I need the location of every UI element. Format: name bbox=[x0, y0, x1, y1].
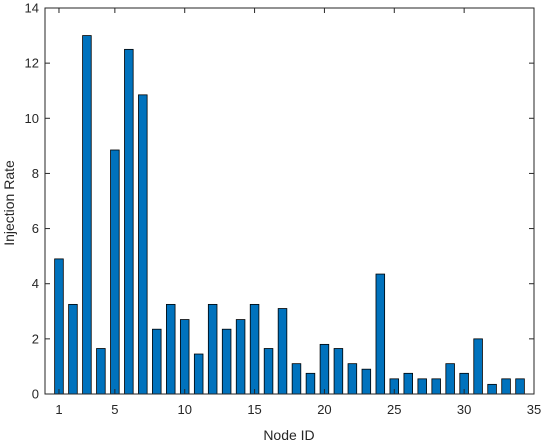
bar-node-34 bbox=[515, 378, 525, 395]
y-tick-label: 14 bbox=[25, 1, 39, 16]
plot-frame bbox=[44, 7, 535, 395]
bar-node-24 bbox=[375, 273, 386, 395]
bar-node-15 bbox=[249, 303, 260, 395]
bar-node-1 bbox=[54, 258, 64, 395]
bar-node-7 bbox=[138, 94, 148, 395]
bar-node-17 bbox=[277, 308, 288, 395]
x-tick-label: 35 bbox=[527, 402, 541, 417]
bar-node-8 bbox=[152, 328, 162, 395]
bar-node-11 bbox=[193, 353, 204, 395]
bar-node-31 bbox=[473, 338, 483, 395]
bar-node-13 bbox=[221, 328, 232, 395]
bar-node-6 bbox=[124, 48, 134, 395]
x-tick-label: 5 bbox=[111, 402, 118, 417]
x-tick-label: 1 bbox=[55, 402, 62, 417]
bar-node-32 bbox=[487, 383, 497, 395]
y-tick-label: 4 bbox=[32, 276, 39, 291]
x-tick-label: 25 bbox=[387, 402, 401, 417]
bar-node-26 bbox=[403, 372, 413, 395]
bar-node-28 bbox=[431, 378, 441, 395]
y-tick-label: 8 bbox=[32, 166, 39, 181]
bar-node-29 bbox=[445, 363, 455, 395]
x-axis-label: Node ID bbox=[263, 427, 314, 443]
bar-node-21 bbox=[333, 348, 344, 395]
bar-node-18 bbox=[291, 363, 302, 395]
y-tick-label: 0 bbox=[32, 387, 39, 402]
bar-node-9 bbox=[166, 303, 176, 395]
bar-node-19 bbox=[305, 372, 316, 395]
bar-node-27 bbox=[417, 378, 427, 395]
y-axis-label: Injection Rate bbox=[1, 160, 17, 246]
x-tick-label: 20 bbox=[317, 402, 331, 417]
bar-node-23 bbox=[361, 368, 372, 395]
bar-node-33 bbox=[501, 378, 511, 395]
bar-node-5 bbox=[110, 149, 120, 395]
bar-node-10 bbox=[179, 319, 190, 395]
bar-node-14 bbox=[235, 319, 246, 395]
y-tick-label: 10 bbox=[25, 111, 39, 126]
bar-node-4 bbox=[96, 348, 106, 395]
y-tick-label: 12 bbox=[25, 56, 39, 71]
x-tick-label: 15 bbox=[247, 402, 261, 417]
bar-node-20 bbox=[319, 343, 330, 395]
x-tick-label: 30 bbox=[457, 402, 471, 417]
bars-group bbox=[54, 35, 525, 395]
y-tick-label: 6 bbox=[32, 221, 39, 236]
bar-node-16 bbox=[263, 348, 274, 395]
y-tick-label: 2 bbox=[32, 331, 39, 346]
bar-node-22 bbox=[347, 363, 358, 395]
bar-node-2 bbox=[68, 303, 78, 395]
x-tick-label: 10 bbox=[177, 402, 191, 417]
bar-node-3 bbox=[82, 35, 92, 395]
bar-node-12 bbox=[207, 303, 218, 395]
